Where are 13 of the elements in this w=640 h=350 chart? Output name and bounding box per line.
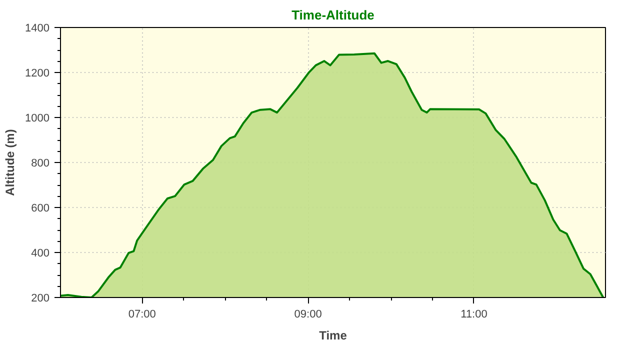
x-tick-label: 07:00 <box>128 308 156 320</box>
y-tick-label: 1400 <box>25 22 50 34</box>
y-tick-label: 1000 <box>25 112 50 124</box>
y-tick-label: 1200 <box>25 68 50 80</box>
x-axis-title: Time <box>319 328 348 342</box>
y-axis-title: Altitude (m) <box>3 129 18 196</box>
chart-title: Time-Altitude <box>292 8 374 22</box>
x-tick-label: 11:00 <box>460 308 488 320</box>
x-tick-label: 09:00 <box>294 308 322 320</box>
y-tick-label: 600 <box>31 202 50 214</box>
y-tick-label: 800 <box>31 158 50 170</box>
y-tick-label: 200 <box>31 292 50 304</box>
y-tick-label: 400 <box>31 248 50 260</box>
